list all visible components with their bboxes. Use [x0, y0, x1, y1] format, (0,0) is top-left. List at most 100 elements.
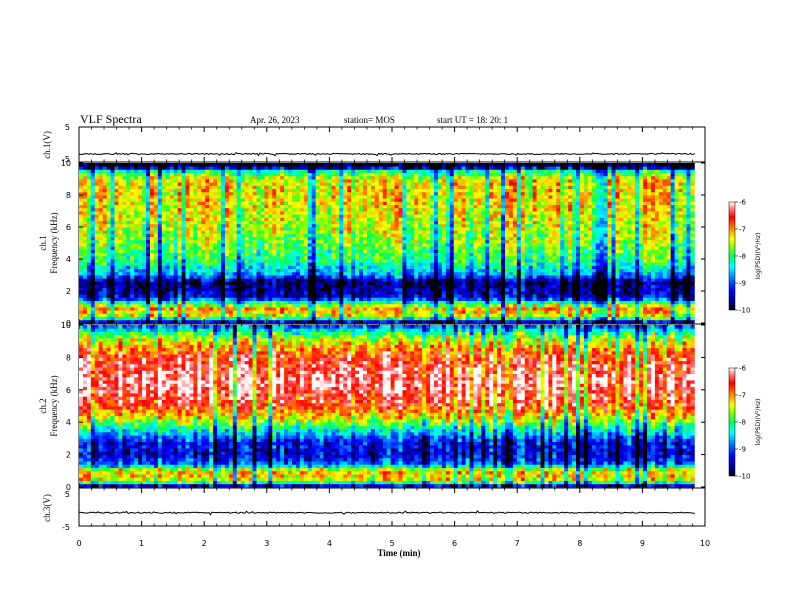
ch1-spectrogram-cell — [94, 278, 100, 282]
ch1-spectrogram-cell — [165, 204, 171, 209]
ch1-spectrogram-cell — [236, 188, 242, 193]
ch1-spectrogram-cell — [402, 249, 407, 253]
ch1-spectrogram-cell — [394, 185, 399, 189]
ch1-spectrogram-cell — [169, 220, 175, 225]
ch1-spectrogram-cell — [118, 259, 123, 263]
ch1-spectrogram-cell — [327, 204, 332, 209]
ch1-spectrogram-cell — [335, 233, 340, 237]
ch1-spectrogram-cell — [327, 227, 332, 231]
ch1-spectrogram-cell — [102, 246, 108, 250]
ch1-spectrogram-cell — [209, 230, 214, 234]
ch1-spectrogram-cell — [217, 271, 222, 276]
ch1-spectrogram-cell — [244, 319, 250, 324]
ch1-spectrogram-cell — [276, 166, 281, 170]
ch1-spectrogram-cell — [319, 275, 324, 279]
ch1-spectrogram-cell — [307, 284, 313, 289]
ch1-spectrogram-cell — [106, 182, 111, 186]
ch1-spectrogram-cell — [453, 271, 459, 276]
ch1-spectrogram-cell — [106, 204, 111, 209]
ch1-spectrogram-cell — [311, 211, 317, 215]
ch1-spectrogram-cell — [228, 220, 234, 225]
ch1-spectrogram-cell — [276, 249, 281, 253]
ch1-spectrogram-cell — [382, 227, 388, 231]
ch1-spectrogram-cell — [402, 281, 407, 285]
ch1-spectrogram-cell — [153, 214, 159, 218]
ch1-spectrogram-cell — [126, 175, 131, 180]
ch1-spectrogram-cell — [430, 316, 435, 321]
ch1-spectrogram-cell — [394, 284, 399, 289]
ch1-spectrogram-cell — [205, 265, 210, 269]
ch1-spectrogram-cell — [94, 303, 100, 308]
ch1-spectrogram-cell — [86, 163, 92, 167]
ch1-spectrogram-cell — [173, 278, 179, 282]
ch1-spectrogram-cell — [351, 307, 356, 311]
ch1-spectrogram-cell — [331, 217, 336, 221]
ch1-spectrogram-cell — [382, 281, 388, 285]
ch1-spectrogram-cell — [453, 207, 459, 212]
ch1-spectrogram-cell — [161, 268, 167, 273]
ch1-spectrogram-cell — [221, 236, 226, 241]
ch1-spectrogram-cell — [228, 313, 234, 317]
ch1-spectrogram-cell — [339, 265, 344, 269]
ch1-spectrogram-cell — [295, 182, 301, 186]
ch1-spectrogram-cell — [292, 201, 297, 205]
ch1-spectrogram-cell — [268, 281, 273, 285]
ch1-spectrogram-cell — [355, 281, 360, 285]
ch1-spectrogram-cell — [189, 255, 194, 260]
ch1-spectrogram-cell — [197, 220, 202, 225]
ch1-spectrogram-cell — [110, 217, 115, 221]
ch1-spectrogram-cell — [252, 198, 257, 202]
ch1-spectrogram-cell — [323, 182, 328, 186]
ch1-spectrogram-cell — [453, 313, 459, 317]
ch1-spectrogram-cell — [378, 179, 384, 183]
ch1-spectrogram-cell — [276, 195, 281, 199]
ch1-spectrogram-cell — [276, 182, 281, 186]
ch1-spectrogram-cell — [126, 207, 131, 212]
ch1-spectrogram-cell — [264, 207, 269, 212]
ch1-spectrogram-cell — [410, 163, 415, 167]
ch1-spectrogram-cell — [303, 207, 309, 212]
ch1-spectrogram-cell — [276, 179, 281, 183]
ch1-spectrogram-cell — [441, 291, 447, 295]
ch1-spectrogram-cell — [252, 233, 257, 237]
ch1-spectrogram-cell — [461, 294, 466, 298]
ch1-spectrogram-cell — [355, 195, 360, 199]
ch1-spectrogram-cell — [252, 195, 257, 199]
ch1-spectrogram-cell — [366, 217, 372, 221]
ch1-spectrogram-cell — [295, 233, 301, 237]
ch1-spectrogram-cell — [150, 284, 155, 289]
ch1-spectrogram-cell — [82, 278, 88, 282]
ch1-spectrogram-cell — [161, 310, 167, 314]
ch1-spectrogram-cell — [457, 255, 463, 260]
ch1-spectrogram-cell — [213, 255, 218, 260]
ch1-spectrogram-cell — [146, 307, 151, 311]
ch1-spectrogram-cell — [323, 204, 328, 209]
ch1-spectrogram-cell — [118, 195, 123, 199]
ch1-spectrogram-cell — [157, 284, 163, 289]
ch1-spectrogram-cell — [406, 259, 411, 263]
ch1-spectrogram-cell — [244, 163, 250, 167]
ch1-spectrogram-cell — [106, 294, 111, 298]
ch1-spectrogram-cell — [386, 220, 392, 225]
ch1-spectrogram-cell — [465, 239, 470, 244]
ch1-spectrogram-cell — [134, 294, 139, 298]
ch1-spectrogram-cell — [201, 291, 206, 295]
ch1-spectrogram-cell — [110, 297, 115, 301]
ch1-spectrogram-cell — [441, 249, 447, 253]
ch1-spectrogram-cell — [134, 265, 139, 269]
ch1-spectrogram-cell — [268, 169, 273, 173]
ch1-spectrogram-cell — [307, 281, 313, 285]
ch1-spectrogram-cell — [303, 223, 309, 228]
ch1-spectrogram-cell — [347, 313, 352, 317]
ch1-spectrogram-cell — [323, 188, 328, 193]
ch1-spectrogram-cell — [221, 195, 226, 199]
ch1-spectrogram-cell — [303, 179, 309, 183]
ch1-spectrogram-cell — [252, 201, 257, 205]
ch1-spectrogram-cell — [268, 230, 273, 234]
ch1-spectrogram-cell — [437, 243, 443, 247]
ch1-spectrogram-cell — [90, 310, 96, 314]
ch1-spectrogram-cell — [390, 163, 395, 167]
ch1-spectrogram-cell — [161, 303, 167, 308]
ch1-spectrogram-cell — [323, 220, 328, 225]
ch1-spectrogram-cell — [228, 316, 234, 321]
